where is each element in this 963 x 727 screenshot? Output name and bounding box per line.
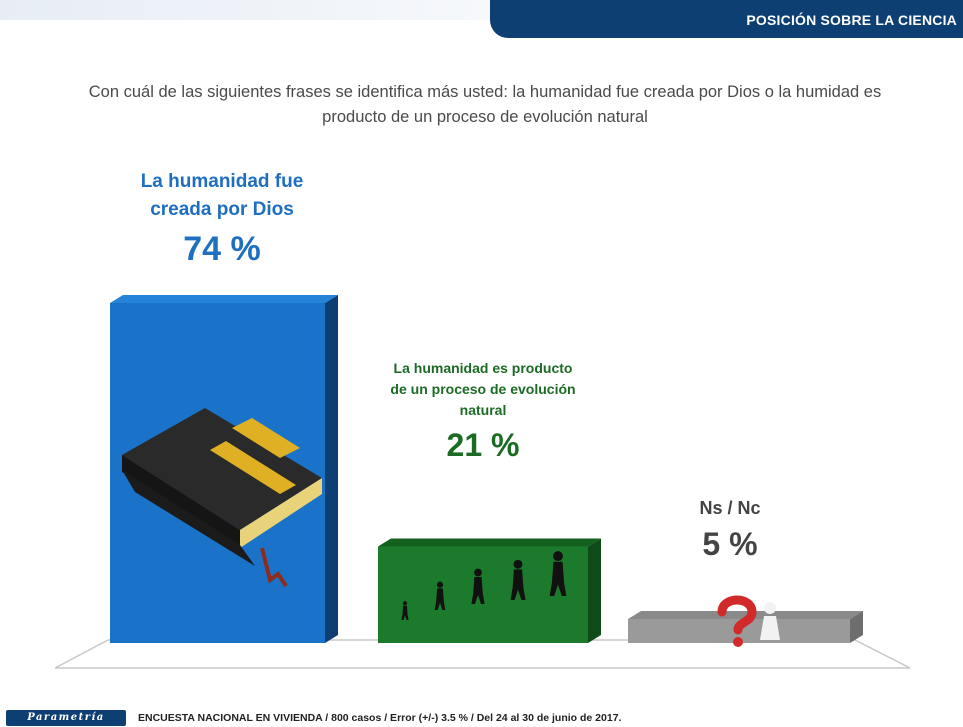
survey-footnote: ENCUESTA NACIONAL EN VIVIENDA / 800 caso… — [138, 712, 622, 724]
value-label: 74 % — [183, 230, 261, 268]
category-label: Ns / Nc — [699, 498, 761, 518]
bar-label-3: Ns / Nc 5 % — [650, 496, 810, 563]
value-label: 21 % — [446, 427, 520, 463]
bar-2 — [378, 538, 601, 643]
bar-chart — [54, 295, 911, 669]
survey-question: Con cuál de las siguientes frases se ide… — [88, 83, 882, 126]
parametria-logo: Parametría — [6, 710, 126, 726]
header-decoration — [0, 0, 520, 20]
chart-floor — [54, 639, 911, 669]
bar-label-1: La humanidad fue creada por Dios 74 % — [117, 168, 327, 269]
section-title: POSICIÓN SOBRE LA CIENCIA — [746, 12, 957, 28]
category-label: La humanidad es producto de un proceso d… — [390, 360, 576, 418]
header-band: POSICIÓN SOBRE LA CIENCIA — [0, 0, 963, 38]
bar-label-2: La humanidad es producto de un proceso d… — [388, 358, 578, 464]
question-mark-figure-icon — [717, 595, 780, 647]
header-title-bar — [490, 0, 963, 38]
category-label: La humanidad fue creada por Dios — [140, 171, 304, 220]
footer: Parametría ENCUESTA NACIONAL EN VIVIENDA… — [0, 705, 963, 727]
value-label: 5 % — [702, 526, 758, 562]
human-evolution-silhouettes-icon — [401, 551, 567, 620]
bible-with-cross-icon — [122, 408, 322, 588]
